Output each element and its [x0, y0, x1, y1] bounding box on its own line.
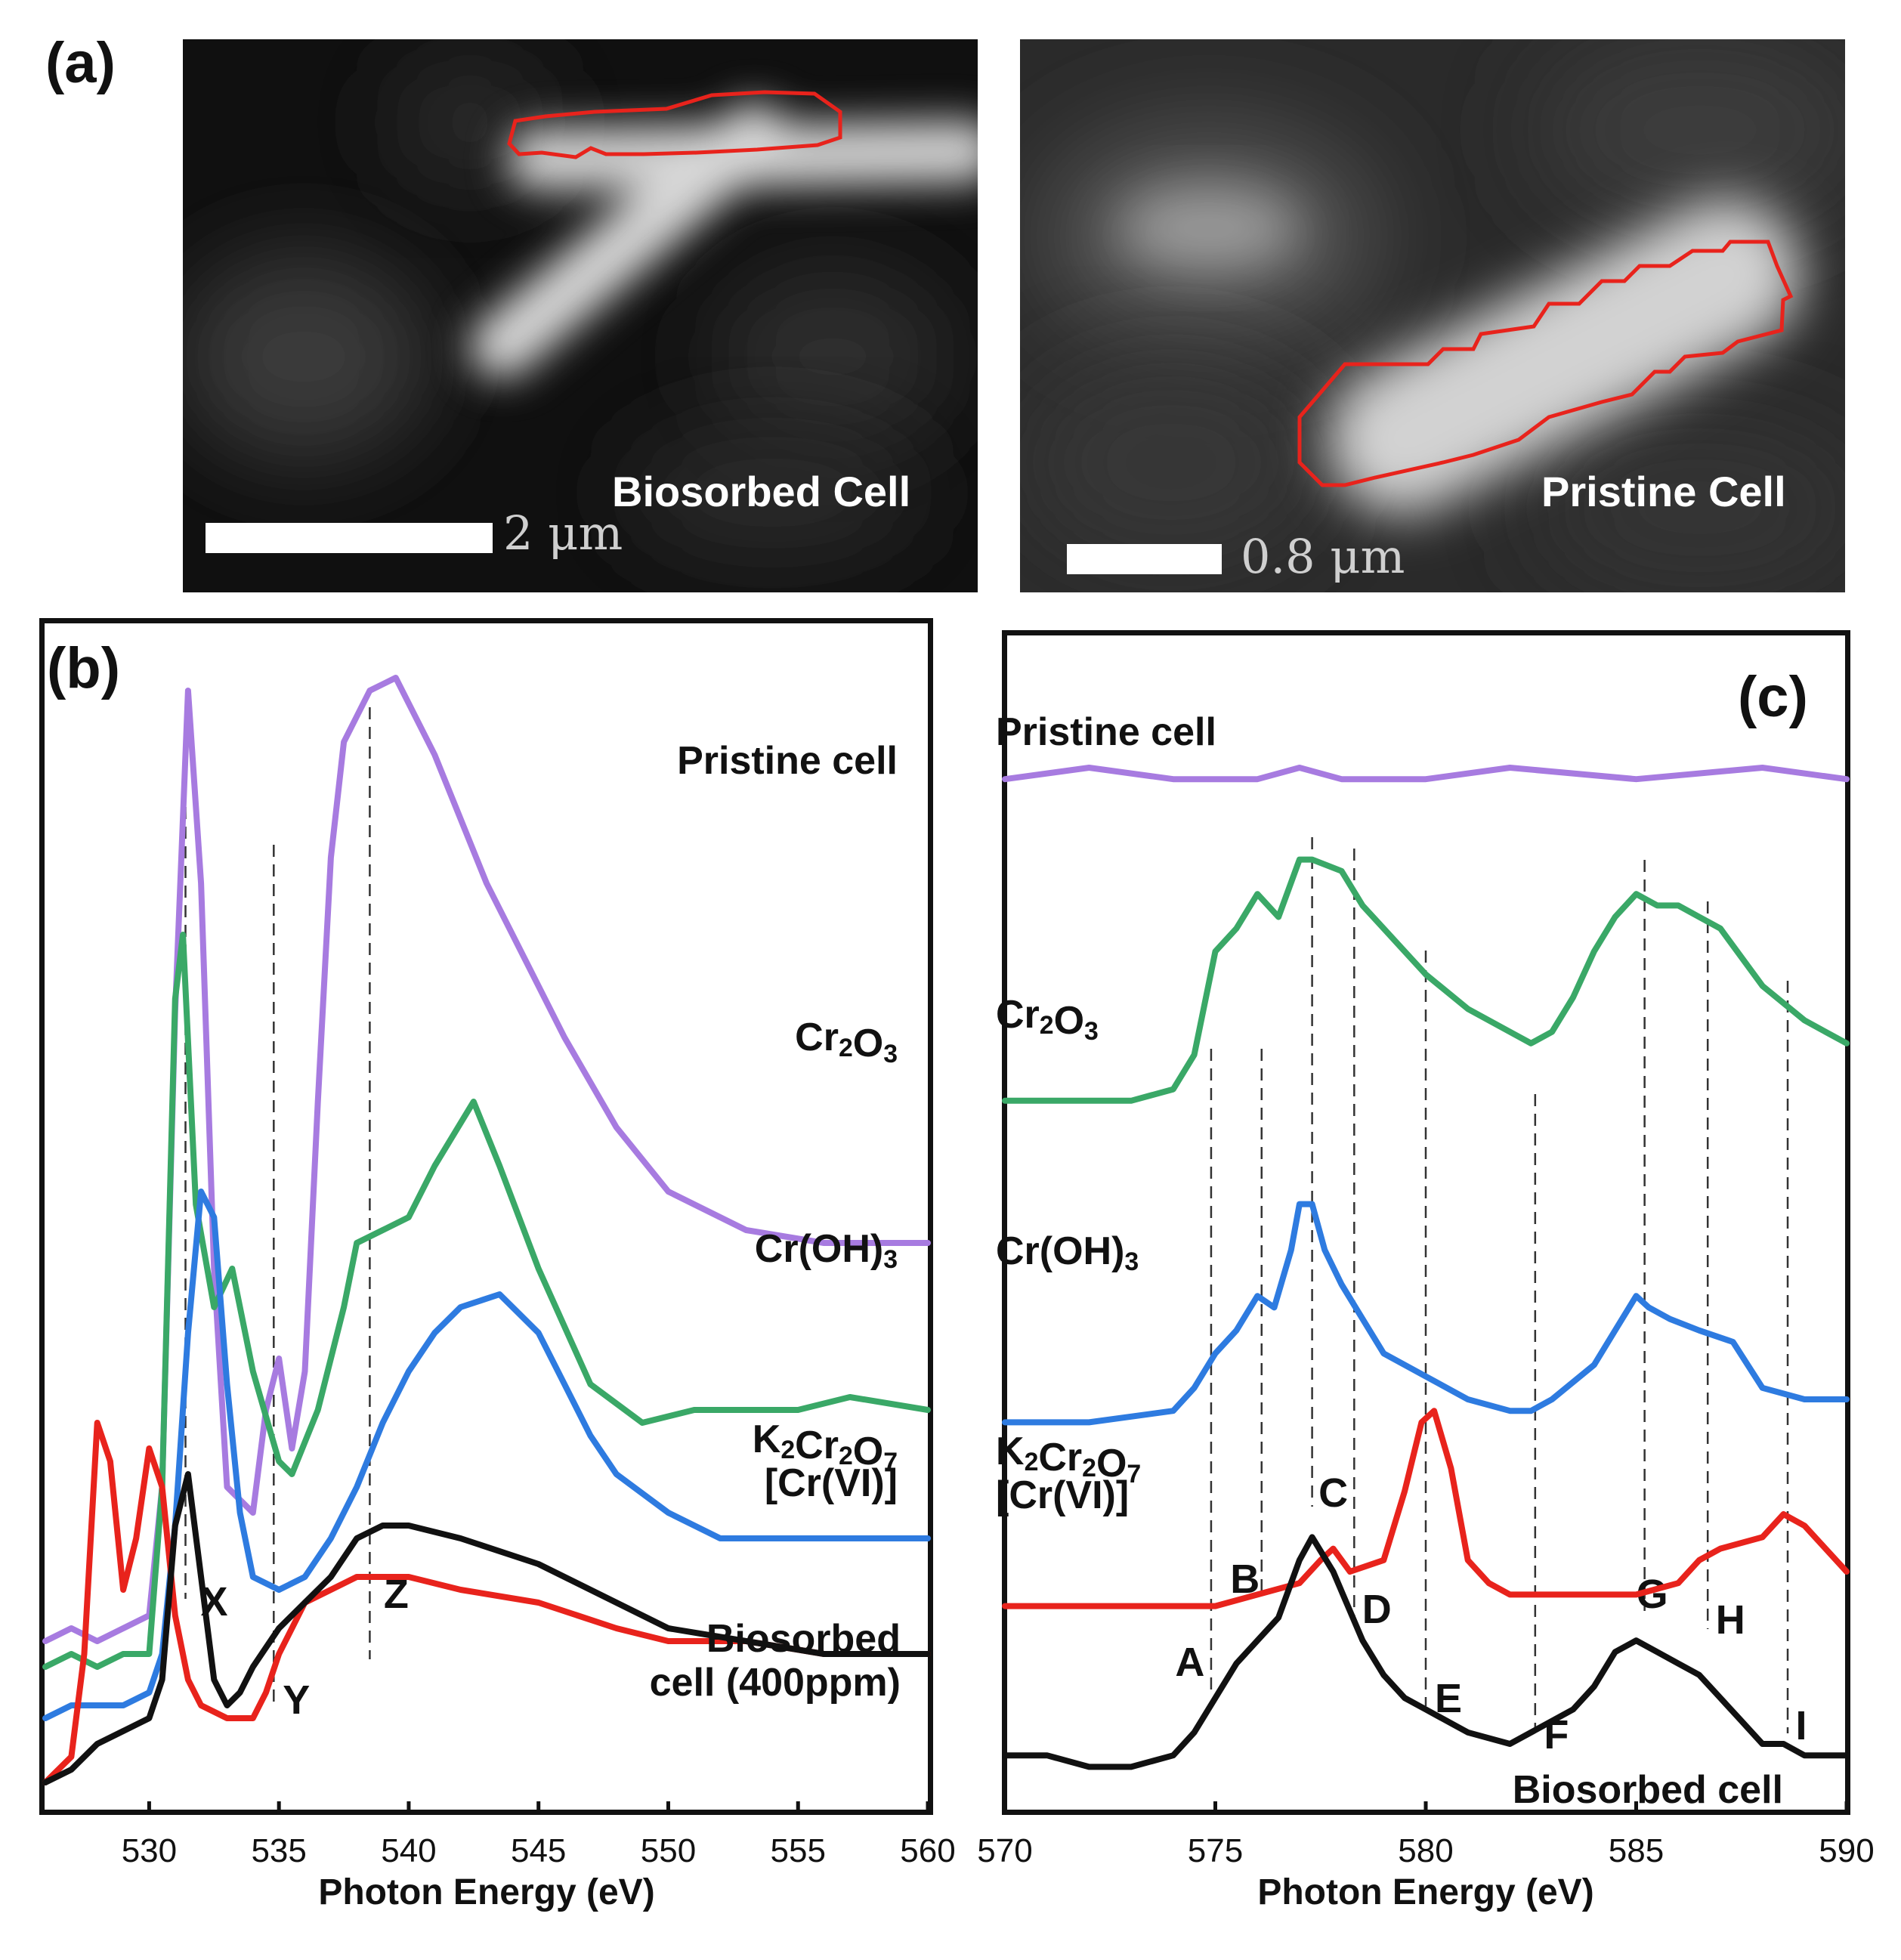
panel-c-letter: (c)	[1738, 665, 1808, 729]
series-line-k2cr2o7-cr-vi-	[1002, 1408, 1850, 1609]
scale-text-right: 0.8 μm	[1241, 529, 1405, 584]
scale-bar-left	[206, 523, 493, 553]
biosorbed-roi-outline	[507, 90, 842, 159]
x-tick-label: 550	[641, 1832, 696, 1869]
scale-bar-right	[1067, 544, 1222, 574]
series-label-k2cr2o7-cr-vi--1: [Cr(VI)]	[765, 1461, 898, 1505]
reference-label-h: H	[1716, 1597, 1745, 1643]
series-label-pristine-cell-0: Pristine cell	[677, 739, 898, 783]
biosorbed-cell-micrograph: Biosorbed Cell 2 μm	[183, 39, 978, 592]
series-label-biosorbed-cell-400ppm--0: Biosorbed	[706, 1617, 901, 1661]
pristine-roi-outline	[1297, 240, 1794, 487]
biosorbed-cell-label: Biosorbed Cell	[612, 468, 911, 515]
series-label-cr-oh-3-0: Cr(OH)3	[996, 1229, 1139, 1276]
reference-label-c: C	[1318, 1470, 1348, 1516]
series-line-cr-oh-3	[42, 1189, 931, 1721]
x-tick-label: 560	[900, 1832, 955, 1869]
x-tick-label: 555	[771, 1832, 826, 1869]
series-line-cr-oh-3	[1002, 1201, 1850, 1426]
x-tick-label: 590	[1819, 1832, 1874, 1869]
panel-a-letter: (a)	[45, 31, 116, 95]
x-tick-label: 540	[381, 1832, 436, 1869]
series-label-cr-oh-3-0: Cr(OH)3	[755, 1227, 898, 1274]
x-tick-label: 535	[251, 1832, 306, 1869]
x-axis-label: Photon Energy (eV)	[1257, 1872, 1593, 1912]
x-tick-label: 585	[1609, 1832, 1664, 1869]
series-label-cr2o3-0: Cr2O3	[795, 1016, 898, 1068]
series-line-biosorbed-cell-400ppm-	[42, 1471, 931, 1785]
panel-b-letter: (b)	[47, 636, 120, 700]
series-label-cr2o3-0: Cr2O3	[996, 993, 1099, 1046]
x-tick-label: 530	[122, 1832, 177, 1869]
series-line-cr2o3	[42, 932, 931, 1670]
series-line-pristine-cell	[1002, 765, 1850, 783]
series-label-k2cr2o7-cr-vi--0: K2Cr2O7	[753, 1417, 898, 1476]
series-label-biosorbed-cell-400ppm--1: cell (400ppm)	[650, 1661, 901, 1705]
series-label-k2cr2o7-cr-vi--1: [Cr(VI)]	[996, 1473, 1129, 1517]
x-tick-label: 575	[1188, 1832, 1243, 1869]
series-line-k2cr2o7-cr-vi-	[42, 1420, 931, 1785]
reference-label-a: A	[1175, 1640, 1204, 1685]
series-line-biosorbed-cell	[1002, 1534, 1850, 1770]
x-tick-label: 570	[977, 1832, 1032, 1869]
reference-label-i: I	[1796, 1703, 1807, 1748]
scale-text-left: 2 μm	[503, 505, 623, 561]
series-label-biosorbed-cell-0: Biosorbed cell	[1513, 1768, 1783, 1812]
x-tick-label: 545	[511, 1832, 566, 1869]
series-label-k2cr2o7-cr-vi--0: K2Cr2O7	[996, 1430, 1141, 1489]
reference-label-d: D	[1362, 1587, 1392, 1632]
pristine-cell-micrograph: Pristine Cell 0.8 μm	[1020, 39, 1845, 592]
series-label-pristine-cell-0: Pristine cell	[996, 710, 1216, 754]
reference-label-y: Y	[283, 1677, 310, 1723]
series-line-cr2o3	[1002, 856, 1850, 1104]
pristine-cell-label: Pristine Cell	[1541, 468, 1786, 515]
x-tick-label: 580	[1398, 1832, 1453, 1869]
chart-b-frame	[39, 618, 933, 1815]
x-axis-label: Photon Energy (eV)	[318, 1872, 654, 1912]
